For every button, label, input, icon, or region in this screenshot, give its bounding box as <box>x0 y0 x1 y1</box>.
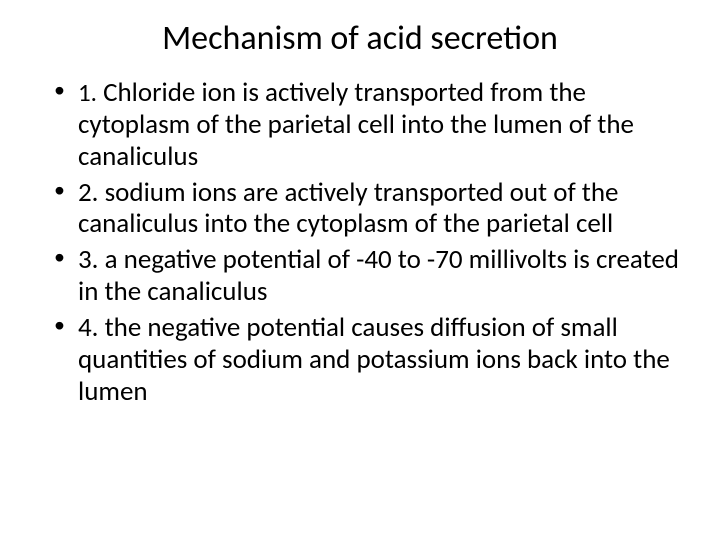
item1-number: 1. <box>78 77 97 108</box>
slide-title: Mechanism of acid secretion <box>70 18 650 59</box>
item1-text: Chloride ion is actively transported fro… <box>78 76 634 173</box>
bullet-item-2: 2. sodium ions are actively transported … <box>58 177 690 241</box>
bullet-item-4: 4. the negative potential causes diffusi… <box>58 312 690 408</box>
bullet-item-1: 1. Chloride ion is actively transported … <box>58 77 690 173</box>
bullet-item-3: 3. a negative potential of -40 to -70 mi… <box>58 244 690 308</box>
slide-container: Mechanism of acid secretion 1. Chloride … <box>0 0 720 540</box>
bullet-list: 1. Chloride ion is actively transported … <box>30 77 690 408</box>
